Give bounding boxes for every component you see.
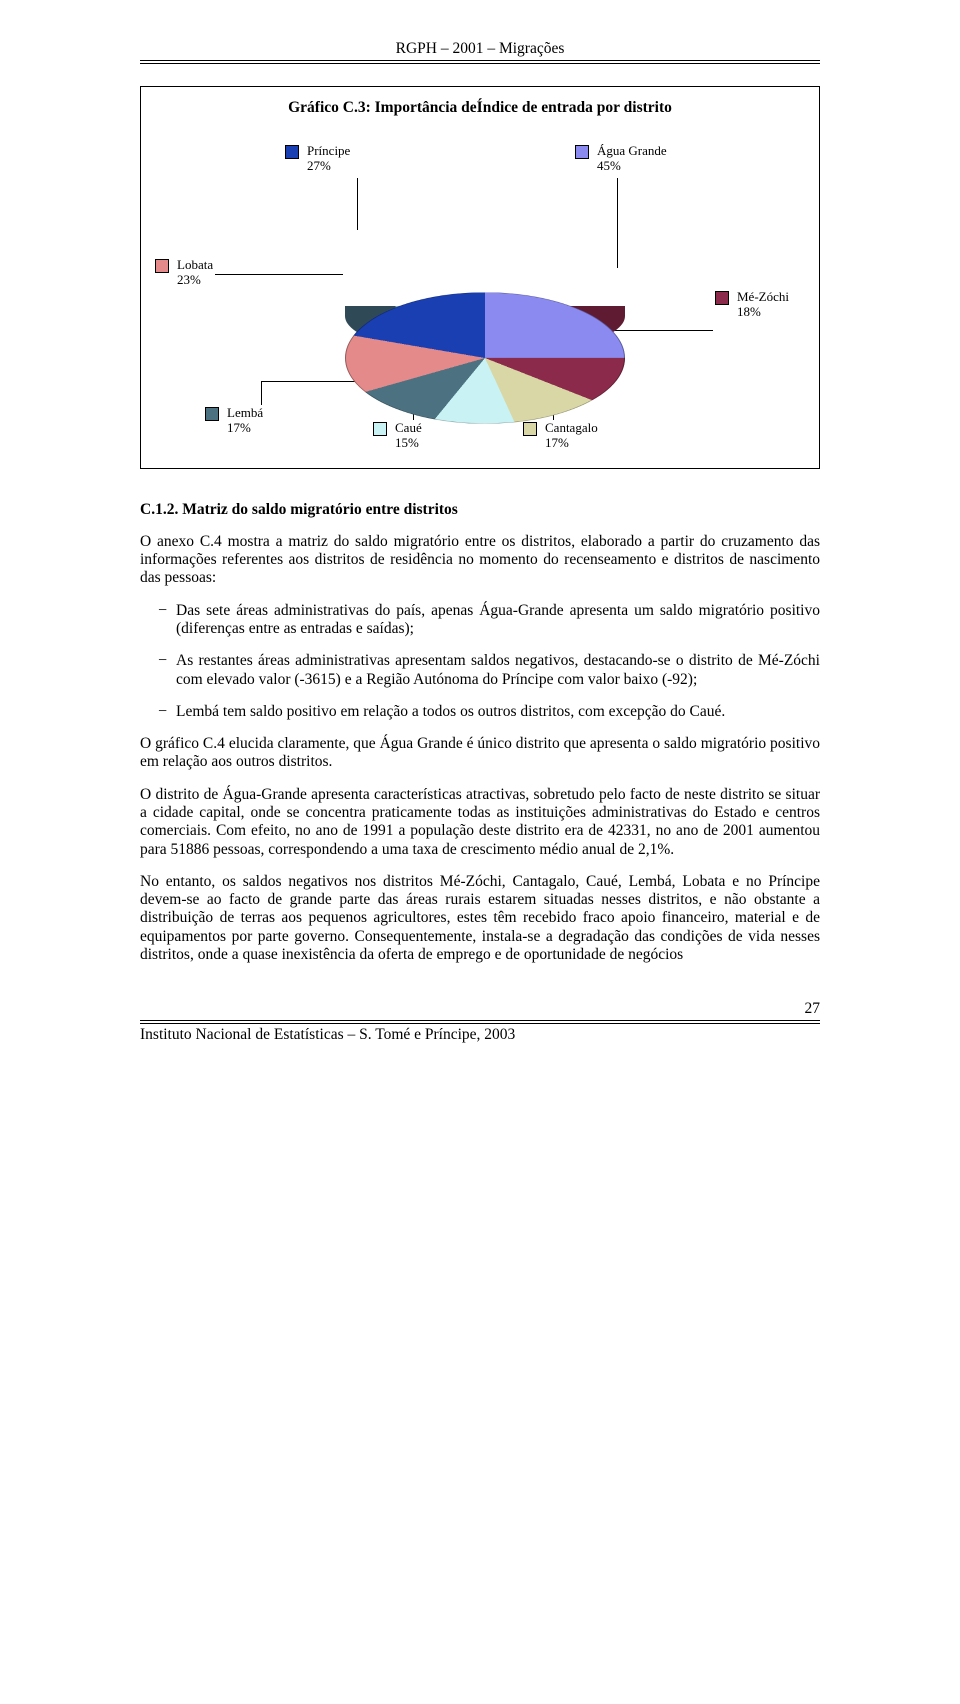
label-lemba: Lembá17%: [227, 406, 263, 436]
legend-lobata: Lobata23%: [155, 258, 213, 288]
header-rule-1: [140, 60, 820, 61]
body-paragraph: No entanto, os saldos negativos nos dist…: [140, 873, 820, 964]
section-heading: C.1.2. Matriz do saldo migratório entre …: [140, 501, 820, 519]
pie-3d: [345, 218, 625, 398]
legend-principe: Príncipe27%: [285, 144, 350, 174]
leader-lobata: [215, 274, 343, 275]
swatch-lobata: [155, 259, 169, 273]
leader-lemba-v: [261, 381, 262, 405]
body-paragraph: O distrito de Água-Grande apresenta cara…: [140, 786, 820, 859]
swatch-cantagalo: [523, 422, 537, 436]
legend-caue: Caué15%: [373, 421, 422, 451]
swatch-principe: [285, 145, 299, 159]
label-lobata: Lobata23%: [177, 258, 213, 288]
bullet-list: Das sete áreas administrativas do país, …: [140, 602, 820, 721]
page: RGPH – 2001 – Migrações Gráfico C.3: Imp…: [70, 0, 890, 1095]
running-header: RGPH – 2001 – Migrações: [140, 40, 820, 58]
body-paragraph: O gráfico C.4 elucida claramente, que Ág…: [140, 735, 820, 772]
footer: 27 Instituto Nacional de Estatísticas – …: [140, 1000, 820, 1045]
legend-lemba: Lembá17%: [205, 406, 263, 436]
intro-paragraph: O anexo C.4 mostra a matriz do saldo mig…: [140, 533, 820, 588]
footer-text-row: Instituto Nacional de Estatísticas – S. …: [140, 1026, 820, 1044]
chart-container: Gráfico C.3: Importância deÍndice de ent…: [140, 86, 820, 468]
footer-rule-2: [140, 1023, 820, 1024]
label-cantagalo: Cantagalo17%: [545, 421, 598, 451]
swatch-caue: [373, 422, 387, 436]
pie-chart: Príncipe27% Água Grande45% Lobata23% Mé-…: [155, 126, 805, 456]
label-mezochi: Mé-Zóchi18%: [737, 290, 789, 320]
bullet-item: As restantes áreas administrativas apres…: [140, 652, 820, 689]
label-agua-grande: Água Grande45%: [597, 144, 667, 174]
chart-title-rest: Importância deÍndice de entrada por dist…: [375, 99, 672, 116]
swatch-agua-grande: [575, 145, 589, 159]
legend-mezochi: Mé-Zóchi18%: [715, 290, 789, 320]
pie-3d-top: [345, 292, 625, 423]
label-caue: Caué15%: [395, 421, 422, 451]
chart-title: Gráfico C.3: Importância deÍndice de ent…: [155, 99, 805, 117]
legend-agua-grande: Água Grande45%: [575, 144, 667, 174]
chart-title-prefix: Gráfico C.3:: [288, 99, 375, 116]
bullet-item: Das sete áreas administrativas do país, …: [140, 602, 820, 639]
header-rule-2: [140, 63, 820, 64]
footer-text: Instituto Nacional de Estatísticas – S. …: [140, 1026, 515, 1044]
swatch-mezochi: [715, 291, 729, 305]
bullet-item: Lembá tem saldo positivo em relação a to…: [140, 703, 820, 721]
label-principe: Príncipe27%: [307, 144, 350, 174]
footer-rule-1: [140, 1020, 820, 1021]
swatch-lemba: [205, 407, 219, 421]
page-number: 27: [140, 1000, 820, 1018]
legend-cantagalo: Cantagalo17%: [523, 421, 598, 451]
